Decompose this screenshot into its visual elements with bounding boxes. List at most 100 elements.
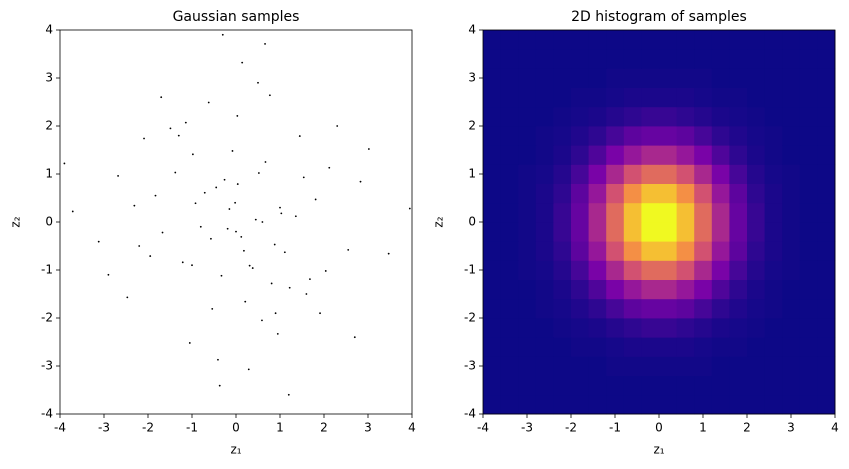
histogram-cell xyxy=(500,222,519,242)
histogram-cell xyxy=(799,260,818,280)
histogram-cell xyxy=(676,202,695,223)
histogram-cell xyxy=(711,337,730,357)
histogram-cell xyxy=(659,202,677,223)
histogram-cell xyxy=(553,356,572,376)
point xyxy=(294,215,297,218)
point xyxy=(247,368,250,371)
point xyxy=(283,251,286,254)
point xyxy=(261,221,264,223)
histogram-cell xyxy=(553,298,572,319)
histogram-cell xyxy=(782,298,801,319)
histogram-cell xyxy=(659,394,677,415)
y-tick-label: 1 xyxy=(45,167,53,181)
histogram-cell xyxy=(676,375,695,396)
histogram-cell xyxy=(623,375,642,396)
histogram-cell xyxy=(817,183,836,204)
histogram-cell xyxy=(500,183,519,204)
histogram-cell xyxy=(641,222,660,242)
histogram-cell xyxy=(817,126,836,146)
histogram-cell xyxy=(553,394,572,415)
histogram-cell xyxy=(694,106,713,127)
histogram-cell xyxy=(588,241,607,261)
histogram-cell xyxy=(676,279,695,300)
histogram-cell xyxy=(782,337,801,357)
histogram-cell xyxy=(782,68,801,88)
histogram-cell xyxy=(553,106,572,127)
histogram-cell xyxy=(711,279,730,300)
point xyxy=(257,172,260,174)
histogram-cell xyxy=(729,49,748,69)
histogram-cell xyxy=(694,49,713,69)
x-tick-label: 4 xyxy=(408,421,416,435)
histogram-cell xyxy=(711,375,730,396)
histogram-cell xyxy=(500,145,519,165)
histogram-cell xyxy=(518,318,537,338)
histogram-cell xyxy=(659,126,677,146)
histogram-cell xyxy=(518,394,537,415)
histogram-cell xyxy=(782,318,801,338)
histogram-cell xyxy=(518,375,537,396)
histogram-cell xyxy=(535,241,554,261)
point xyxy=(254,218,257,221)
histogram-cell xyxy=(659,260,677,280)
histogram-cell xyxy=(571,49,589,69)
histogram-cell xyxy=(518,183,537,204)
point xyxy=(215,186,218,189)
histogram-cell xyxy=(694,394,713,415)
histogram-cell xyxy=(623,318,642,338)
histogram-cell xyxy=(641,318,660,338)
point xyxy=(71,210,74,213)
histogram-cell xyxy=(659,49,677,69)
histogram-cell xyxy=(694,68,713,88)
histogram-cell xyxy=(729,30,748,50)
point xyxy=(270,282,273,285)
histogram-cell xyxy=(553,337,572,357)
histogram-cell xyxy=(535,49,554,69)
histogram-cell xyxy=(483,337,501,357)
histogram-cell xyxy=(588,356,607,376)
histogram-cell xyxy=(747,375,765,396)
histogram-cell xyxy=(518,87,537,108)
histogram-cell xyxy=(641,164,660,184)
histogram-cell xyxy=(782,183,801,204)
histogram-cell xyxy=(747,87,765,108)
histogram-cell xyxy=(694,337,713,357)
histogram-cell xyxy=(799,106,818,127)
histogram-cell xyxy=(817,49,836,69)
y-tick-label: 3 xyxy=(45,71,53,85)
histogram-cell xyxy=(535,30,554,50)
histogram-cell xyxy=(571,222,589,242)
histogram-cell xyxy=(500,318,519,338)
histogram-cell xyxy=(483,87,501,108)
histogram-cell xyxy=(799,318,818,338)
histogram-cell xyxy=(500,279,519,300)
histogram-cell xyxy=(606,356,625,376)
histogram-cell xyxy=(483,356,501,376)
point xyxy=(191,264,193,267)
point xyxy=(241,61,244,64)
histogram-cell xyxy=(747,202,765,223)
histogram-cell xyxy=(676,356,695,376)
y-axis-label: z₂ xyxy=(9,216,23,227)
histogram-cell xyxy=(747,126,765,146)
histogram-cell xyxy=(623,164,642,184)
point xyxy=(336,125,339,127)
histogram-cell xyxy=(676,145,695,165)
point xyxy=(280,212,283,215)
histogram-cell xyxy=(571,298,589,319)
point xyxy=(199,225,202,228)
point xyxy=(203,191,206,194)
y-tick-label: 2 xyxy=(45,119,53,133)
histogram-cell xyxy=(623,222,642,242)
point xyxy=(408,207,411,210)
histogram-cell xyxy=(782,260,801,280)
histogram-cell xyxy=(623,183,642,204)
histogram-cell xyxy=(483,279,501,300)
histogram-cell xyxy=(641,183,660,204)
histogram-cell xyxy=(747,30,765,50)
point xyxy=(273,243,276,246)
point xyxy=(268,94,271,97)
histogram-cell xyxy=(571,318,589,338)
histogram-cell xyxy=(571,337,589,357)
